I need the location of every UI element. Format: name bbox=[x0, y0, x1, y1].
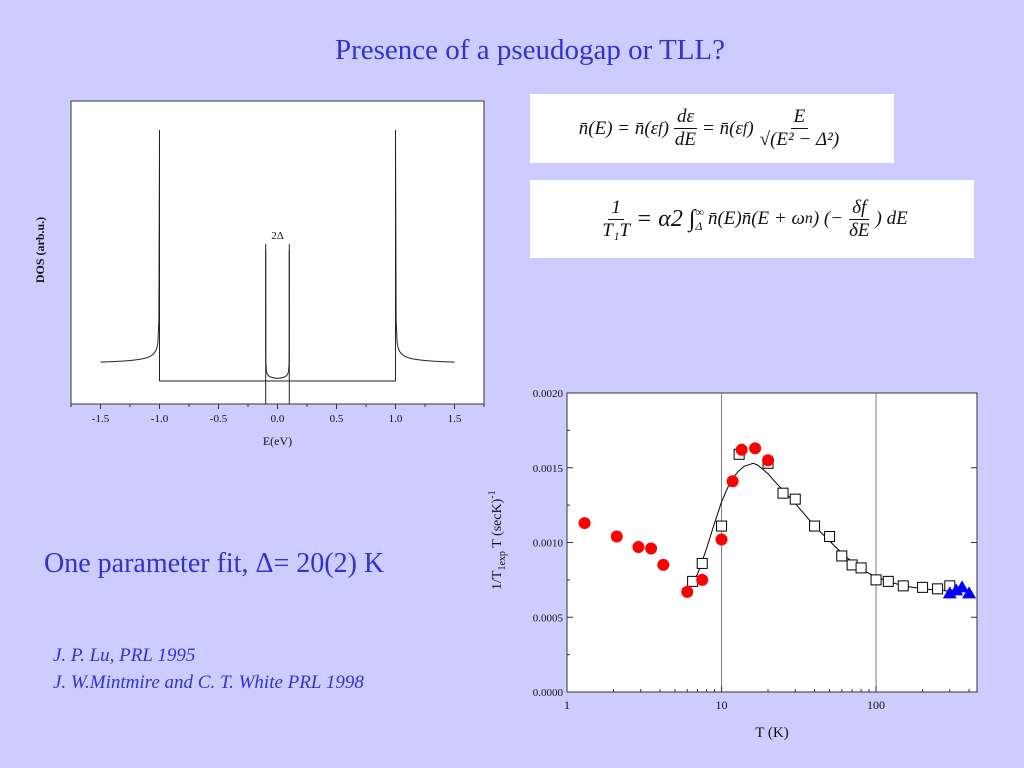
relax-point-circle bbox=[632, 540, 645, 553]
relax-point-square bbox=[897, 580, 909, 592]
relax-point-triangle bbox=[949, 583, 964, 596]
fit-result-text: One parameter fit, Δ= 20(2) K bbox=[44, 548, 385, 579]
relax-point-square bbox=[777, 487, 789, 499]
relax-fit-curve bbox=[686, 462, 950, 591]
relax-point-triangle bbox=[962, 586, 977, 599]
dos-inner-curve bbox=[265, 250, 290, 379]
dos-curve-right bbox=[395, 129, 455, 381]
relax-point-circle bbox=[578, 517, 591, 530]
relax-point-square bbox=[762, 457, 774, 469]
relax-x-tick-label: 10 bbox=[716, 698, 728, 712]
relax-y-axis-label: 1/T1exp T (secK)-1 bbox=[487, 490, 508, 590]
relax-y-tick-label: 0.0010 bbox=[533, 538, 564, 550]
relax-x-tick-label: 1 bbox=[564, 698, 570, 712]
dos-x-axis-label: E(eV) bbox=[263, 434, 292, 448]
relax-point-square bbox=[846, 559, 858, 571]
dos-x-tick-label: 1.0 bbox=[389, 413, 403, 425]
dos-gap-label: 2Δ bbox=[271, 230, 284, 242]
reference-1: J. P. Lu, PRL 1995 bbox=[53, 645, 196, 666]
relax-point-circle bbox=[696, 573, 709, 586]
relax-point-square bbox=[944, 580, 956, 592]
relax-point-circle bbox=[715, 533, 728, 546]
relax-point-square bbox=[917, 581, 929, 593]
relax-x-axis-label: T (K) bbox=[755, 725, 788, 741]
relax-point-circle bbox=[762, 454, 775, 467]
equation-nbar: n̄(E) = n̄(ε f) dε dE = n̄(ε f) E √(E² − Δ²) bbox=[530, 94, 894, 163]
relax-point-square bbox=[809, 520, 821, 532]
dos-curve-left bbox=[100, 129, 160, 381]
dos-x-tick-label: -1.0 bbox=[151, 413, 169, 425]
dos-x-tick-label: 1.5 bbox=[448, 413, 462, 425]
relax-point-triangle bbox=[942, 586, 957, 599]
dos-x-tick-label: 0.5 bbox=[330, 413, 344, 425]
relax-x-tick-label: 100 bbox=[867, 698, 885, 712]
relax-y-tick-label: 0.0015 bbox=[533, 463, 564, 475]
relax-point-square bbox=[932, 583, 944, 595]
dos-x-tick-label: 0.0 bbox=[271, 413, 285, 425]
relax-point-square bbox=[696, 557, 708, 569]
relax-plot: 0.0000 0.0005 0.0010 0.0015 0.0020 1 10 100 T (K… bbox=[487, 388, 978, 741]
relax-point-square bbox=[870, 574, 882, 586]
dos-x-tick-label: -0.5 bbox=[210, 413, 228, 425]
relax-point-circle bbox=[645, 542, 658, 555]
dos-plot: -1.5 -1.0 -0.5 0.0 0.5 1.0 1.5 E(eV) DOS (arb.u.… bbox=[33, 100, 485, 448]
relax-y-tick-label: 0.0020 bbox=[533, 388, 564, 400]
relax-point-square bbox=[836, 550, 848, 562]
relax-plot-area bbox=[566, 392, 978, 693]
relax-point-square bbox=[716, 520, 728, 532]
slide-title: Presence of a pseudogap or TLL? bbox=[334, 34, 725, 66]
relax-point-circle bbox=[735, 443, 748, 456]
dos-plot-area bbox=[70, 100, 485, 405]
relax-point-triangle bbox=[955, 580, 970, 593]
relax-point-square bbox=[733, 448, 745, 460]
relax-point-square bbox=[824, 531, 836, 543]
relax-point-square bbox=[882, 575, 894, 587]
relax-point-square bbox=[687, 575, 699, 587]
relax-point-circle bbox=[610, 530, 623, 543]
reference-2: J. W.Mintmire and C. T. White PRL 1998 bbox=[53, 672, 364, 693]
relax-point-circle bbox=[749, 442, 762, 455]
relax-point-square bbox=[789, 493, 801, 505]
relax-point-circle bbox=[681, 585, 694, 598]
relax-y-tick-label: 0.0005 bbox=[533, 612, 564, 624]
relax-point-circle bbox=[726, 475, 739, 488]
dos-x-tick-label: -1.5 bbox=[92, 413, 110, 425]
relax-y-tick-label: 0.0000 bbox=[533, 687, 564, 699]
relax-point-circle bbox=[657, 558, 670, 571]
dos-y-axis-label: DOS (arb.u.) bbox=[33, 217, 47, 283]
relax-point-square bbox=[855, 562, 867, 574]
